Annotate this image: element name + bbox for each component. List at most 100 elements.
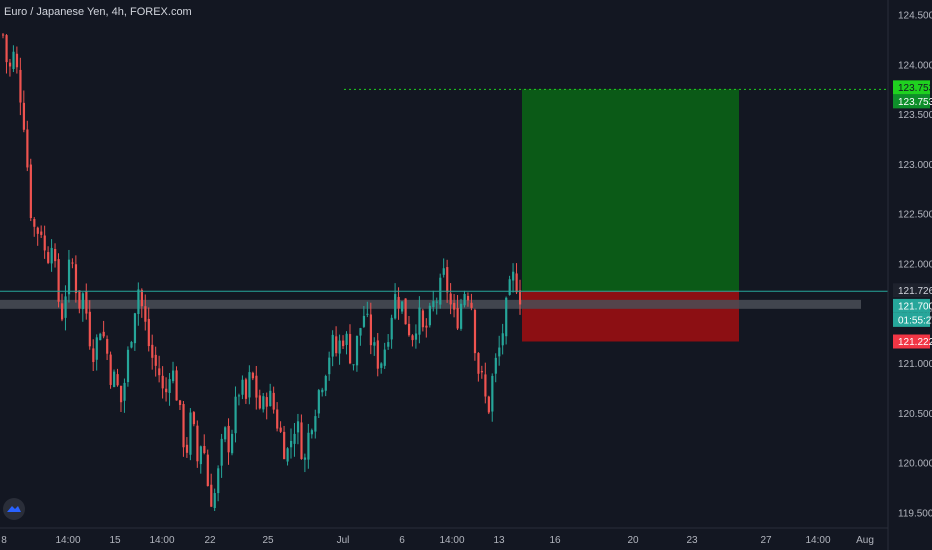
candle-body: [345, 333, 348, 345]
candle-body: [480, 371, 484, 373]
candle-body: [310, 430, 314, 435]
candle-body: [460, 303, 463, 329]
candle-body: [217, 468, 220, 494]
candle-body: [8, 62, 12, 67]
candle-body: [515, 273, 518, 293]
candle-body: [466, 295, 470, 301]
price-tick-label: 122.000: [898, 260, 932, 271]
candle-body: [435, 301, 438, 303]
candle-body: [255, 375, 258, 398]
candle-body: [446, 267, 449, 293]
candle-body: [210, 484, 213, 507]
candle-body: [71, 262, 74, 264]
candle-body: [74, 264, 78, 294]
time-axis[interactable]: 8 14:00 15 14:00 22 25 Jul 6 14:00 13 16 20 23 27 14:0…: [0, 527, 888, 546]
price-tick-label: 123.000: [898, 160, 932, 171]
candle-body: [324, 376, 327, 391]
candle-body: [498, 347, 501, 357]
candle-body: [92, 348, 95, 362]
candle-body: [342, 340, 345, 347]
candle-body: [380, 363, 383, 368]
candle-body: [407, 323, 411, 336]
candle-body: [258, 395, 261, 409]
target-price-tag-label: 123.753: [898, 83, 932, 94]
candle-body: [248, 372, 251, 398]
candle-body: [251, 372, 255, 379]
candle-body: [508, 279, 511, 295]
candle-body: [182, 404, 185, 448]
time-tick-label: 13: [493, 535, 505, 546]
candle-body: [220, 438, 223, 466]
candle-body: [144, 306, 147, 322]
candle-body: [123, 382, 126, 401]
candle-body: [286, 448, 289, 462]
stop-price-tag-label: 121.222: [898, 337, 932, 348]
candle-body: [293, 433, 296, 444]
entry-price-tag-bg: [893, 283, 930, 298]
candle-body: [307, 432, 310, 460]
candle-body: [449, 293, 452, 305]
candle-body: [487, 396, 490, 413]
stop-price-tag: 121.222: [893, 334, 932, 349]
candle-body: [300, 422, 303, 460]
target-price-tag-bg: [893, 80, 930, 95]
time-tick-label: 22: [204, 535, 216, 546]
candle-body: [196, 425, 199, 462]
time-tick-label: 15: [109, 535, 121, 546]
candle-body: [289, 440, 293, 448]
price-tick-label: 124.500: [898, 10, 932, 21]
price-tick-label: 122.500: [898, 210, 932, 221]
time-tick-label: 14:00: [149, 535, 174, 546]
candle-body: [88, 311, 91, 347]
bar-countdown-tag-label: 01:55:22: [898, 315, 932, 326]
target-price-tag-secondary-label: 123.753: [898, 97, 932, 108]
entry-price-tag-label: 121.726: [898, 286, 932, 297]
entry-price-tag: 121.726: [893, 283, 932, 298]
candle-body: [47, 252, 50, 263]
candle-body: [390, 317, 393, 340]
candle-body: [269, 390, 272, 407]
candle-body: [317, 390, 320, 414]
candles-layer: [2, 33, 522, 511]
candle-body: [383, 349, 386, 366]
candle-body: [95, 337, 98, 360]
price-axis[interactable]: 124.500 124.000 123.500 123.000 122.500 122.0…: [887, 0, 932, 550]
target-price-tag-secondary: 123.753: [893, 94, 932, 109]
candle-body: [19, 69, 22, 103]
candle-body: [414, 333, 418, 340]
bar-countdown-tag-bg: [893, 312, 930, 327]
symbol-title[interactable]: Euro / Japanese Yen, 4h, FOREX.com: [4, 6, 192, 18]
support-resistance-zone: [0, 299, 861, 309]
candle-body: [477, 353, 480, 374]
candle-body: [109, 354, 112, 385]
candle-body: [401, 301, 404, 312]
candle-body: [428, 305, 431, 326]
candle-body: [359, 328, 362, 336]
price-tick-label: 123.500: [898, 110, 932, 121]
candle-body: [470, 302, 473, 308]
candle-body: [501, 333, 504, 346]
candle-body: [106, 339, 109, 354]
candle-body: [224, 427, 227, 440]
candle-body: [512, 271, 515, 281]
candle-body: [54, 248, 57, 262]
tradingview-logo-icon[interactable]: [3, 498, 25, 520]
candle-body: [303, 457, 307, 460]
candle-body: [355, 335, 359, 366]
candle-body: [22, 102, 26, 130]
candle-body: [161, 375, 164, 389]
candle-body: [421, 310, 425, 328]
candle-body: [373, 342, 376, 346]
candle-body: [234, 396, 237, 434]
stop-price-tag-bg: [893, 334, 930, 349]
candle-body: [473, 309, 477, 354]
candle-body: [185, 444, 189, 453]
candle-body: [140, 289, 143, 307]
candle-body: [5, 35, 8, 63]
candle-body: [519, 290, 522, 305]
candle-body: [321, 389, 324, 393]
candle-body: [397, 296, 400, 309]
candle-body: [113, 371, 116, 388]
